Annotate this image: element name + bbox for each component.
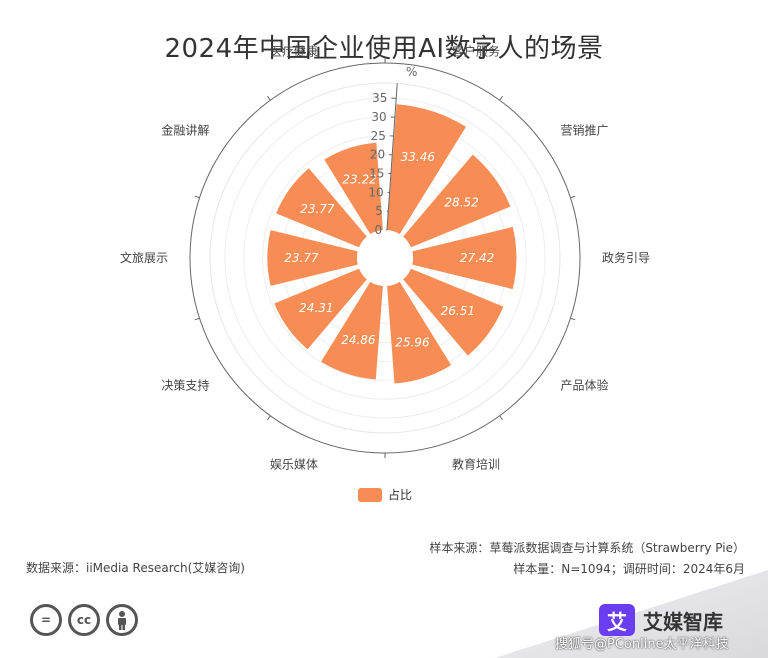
radial-tick-label: 15	[369, 166, 384, 180]
bar-产品体验	[403, 268, 504, 356]
radial-tick-label: 35	[372, 91, 387, 105]
cc-icon: cc	[68, 604, 100, 636]
bar-文旅展示	[267, 230, 358, 286]
watermark: 搜狐号@PConline太平洋科技	[555, 637, 729, 652]
value-label: 27.42	[460, 251, 494, 265]
outer-tick	[570, 195, 576, 199]
license-icons: = cc	[30, 604, 138, 636]
outer-tick	[194, 195, 200, 199]
axis-ring	[209, 82, 561, 434]
value-label: 26.51	[441, 304, 475, 318]
brand-logo-icon: 艾	[599, 604, 635, 636]
radial-axis	[386, 83, 398, 231]
bar-教育培训	[387, 281, 452, 384]
unit-label: %	[406, 65, 417, 79]
bar-客户服务	[387, 104, 466, 235]
grid-ring	[224, 97, 546, 419]
sample-info: 样本来源：草莓派数据调查与计算系统（Strawberry Pie） 样本量：N=…	[429, 538, 745, 580]
category-label: 金融讲解	[161, 122, 209, 137]
legend-swatch	[358, 487, 382, 502]
radial-tick-label: 30	[371, 110, 386, 124]
polar-bar-chart: 33.46 客户服务 28.52 营销推广 27.42 政务引导 26.51 产品体验 25.9…	[120, 44, 650, 472]
category-label: 政务引导	[602, 250, 650, 265]
category-label: 营销推广	[561, 123, 609, 137]
sample-source: 样本来源：草莓派数据调查与计算系统（Strawberry Pie）	[429, 541, 745, 555]
radial-tick-label: 0	[374, 223, 382, 237]
value-label: 33.46	[401, 150, 436, 164]
outer-tick	[499, 95, 503, 101]
center-hole	[357, 230, 413, 286]
brand: 艾 艾媒智库	[599, 604, 723, 636]
radial-tick-label: 20	[370, 148, 385, 162]
bar-政务引导	[412, 226, 517, 290]
value-label: 23.77	[300, 202, 335, 216]
bar-决策支持	[274, 268, 367, 350]
value-label: 23.22	[342, 173, 376, 187]
outer-tick	[570, 317, 576, 321]
equal-icon: =	[30, 604, 62, 636]
outer-tick	[267, 415, 271, 421]
outer-tick	[194, 317, 200, 321]
radial-tick-label: 25	[371, 129, 386, 143]
value-label: 28.52	[444, 195, 478, 209]
bar-营销推广	[403, 154, 511, 248]
legend-label: 占比	[388, 488, 413, 502]
bar-娱乐媒体	[321, 281, 383, 380]
category-label: 决策支持	[161, 378, 209, 393]
chart-title: 2024年中国企业使用AI数字人的场景	[164, 34, 604, 64]
category-label: 客户服务	[452, 44, 500, 59]
radial-tick-label: 5	[375, 204, 383, 218]
grid-ring	[243, 116, 527, 400]
category-label: 医疗健康	[270, 44, 318, 59]
category-label: 产品体验	[561, 378, 609, 393]
value-label: 25.96	[395, 335, 430, 349]
data-source: 数据来源：iiMedia Research(艾媒咨询)	[26, 561, 245, 575]
legend[interactable]: 占比	[358, 486, 412, 503]
brand-name: 艾媒智库	[643, 609, 723, 634]
person-icon	[106, 604, 138, 636]
value-label: 24.86	[341, 333, 376, 347]
value-label: 24.31	[299, 301, 333, 315]
outer-tick	[267, 95, 271, 101]
category-label: 文旅展示	[120, 250, 168, 265]
bar-金融讲解	[276, 168, 367, 248]
value-label: 23.77	[284, 251, 319, 265]
sample-size: 样本量：N=1094；调研时间：2024年6月	[513, 562, 745, 576]
outer-tick	[499, 415, 503, 421]
category-label: 娱乐媒体	[270, 457, 318, 471]
radial-tick-label: 10	[368, 185, 383, 199]
bar-医疗健康	[324, 142, 383, 235]
category-label: 教育培训	[452, 456, 500, 471]
